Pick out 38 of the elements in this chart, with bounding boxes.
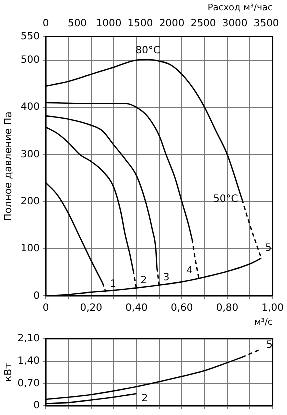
y-tick-label: 0 [34,400,40,412]
x-tick-label: 0,20 [80,302,103,314]
y-tick-label: 500 [20,54,40,66]
x2-tick-label: 1500 [128,18,154,30]
y-tick-label: 1,40 [18,356,40,367]
annotation: 2 [140,276,148,287]
x-tick-label: 0,60 [170,302,194,314]
y-tick-label: 0 [34,290,40,302]
x2-tick-label: 3500 [254,18,280,30]
annotation: 50°C [214,194,238,206]
annotation: 80°C [136,46,160,57]
y-axis-title: кВт [4,362,15,382]
annotation: 5 [266,340,273,351]
y-tick-label: 2,10 [18,334,40,345]
y-tick-label: 300 [20,149,40,160]
annotation: 5 [266,243,272,254]
x2-tick-label: 0 [42,18,50,30]
x2-tick-label: 1000 [96,18,122,30]
x2-tick-label: 2000 [159,18,185,30]
x-tick-label: 1,00 [262,302,284,314]
annotation: 1 [110,279,116,290]
y-tick-label: 100 [20,244,40,255]
x-tick-label: 0,40 [126,302,148,314]
annotation: 2 [142,393,148,404]
y-axis-title: Полное давление Па [4,112,15,222]
y-tick-label: 400 [20,102,40,114]
x2-tick-label: 3000 [222,18,248,30]
x2-tick-label: 500 [68,18,88,30]
y-tick-label: 550 [20,31,40,42]
x-tick-label: 0,80 [216,302,239,314]
x-tick-label: 0 [42,302,50,314]
y-tick-label: 0,70 [18,378,40,390]
annotation: 4 [186,265,194,276]
x2-axis-title: Расход м³/час [208,4,273,14]
y-tick-label: 200 [20,196,40,208]
x-axis-title: м³/с [254,318,273,328]
x2-tick-label: 2500 [190,18,216,30]
annotation: 3 [163,272,170,284]
